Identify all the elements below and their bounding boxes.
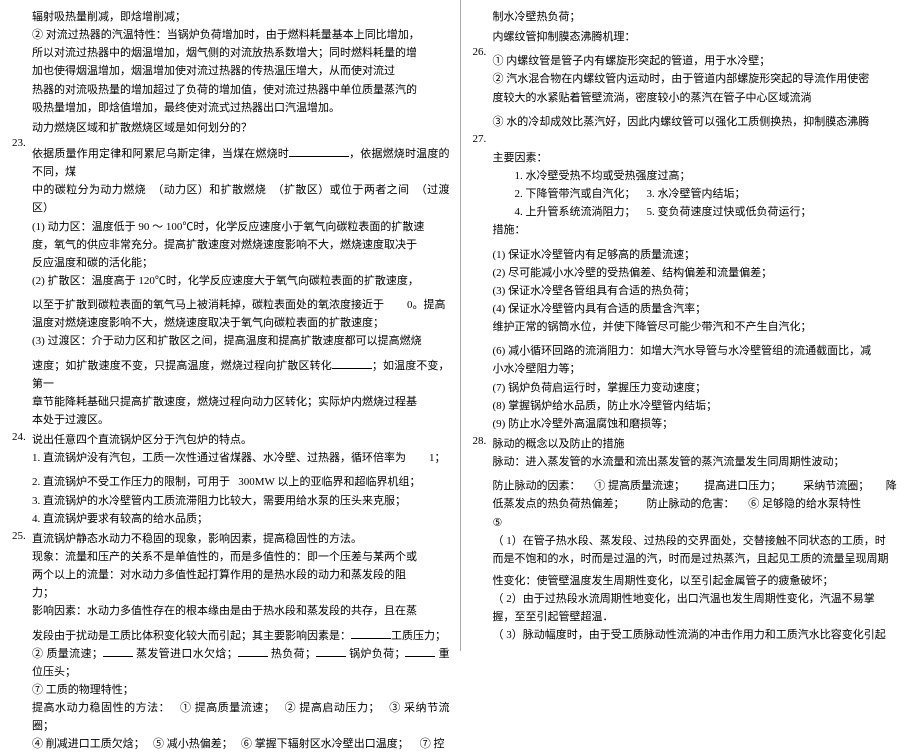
- text-line: 3. 直流锅炉的水冷壁管内工质流滞阻力比较大，需要用给水泵的压头来克服；: [10, 492, 450, 510]
- text-line: 低蒸发点的热负荷热偏差； 防止脉动的危害： ⑥ 足够隐的给水泵特性: [471, 495, 911, 513]
- text-line: ② 质量流速； 蒸发管进口水欠焓； 热负荷； 锅炉负荷； 重位压头；: [10, 645, 450, 681]
- text-line: 力；: [10, 584, 450, 602]
- text-line: 措施：: [471, 221, 911, 239]
- q28-number: 28.: [473, 435, 487, 447]
- text-line: (2) 扩散区：温度高于 120℃时，化学反应速度大于氧气向碳粒表面的扩散速度，: [10, 272, 450, 290]
- text-line: 温度对燃烧速度影响不大，燃烧速度取决于氧气向碳粒表面的扩散速度；: [10, 314, 450, 332]
- text-line: 发段由于扰动是工质比体积变化较大而引起；其主要影响因素是：工质压力；: [10, 627, 450, 645]
- text-line: (8) 掌握锅炉给水品质，防止水冷壁管内结垢；: [471, 397, 911, 415]
- text-line: (9) 防止水冷壁外高温腐蚀和磨损等；: [471, 415, 911, 433]
- text-line: 维护正常的锅筒水位，并使下降管尽可能少带汽和不产生自汽化；: [471, 318, 911, 336]
- text-line: 以至于扩散到碳粒表面的氧气马上被消耗掉，碳粒表面处的氧浓度接近于 0。提高: [10, 296, 450, 314]
- text-line: (7) 锅炉负荷启运行时，掌握压力变动速度；: [471, 379, 911, 397]
- q27-number: 27.: [473, 133, 487, 145]
- text-line: 1. 直流锅炉没有汽包，工质一次性通过省煤器、水冷壁、过热器，循环倍率为 1；: [10, 449, 450, 467]
- q25-number: 25.: [12, 530, 26, 542]
- text-line: ② 汽水混合物在内螺纹管内运动时，由于管道内部螺旋形突起的导流作用使密: [471, 70, 911, 88]
- text-line: 热器的对流吸热量的增加超过了负荷的增加值，使对流过热器中单位质量蒸汽的: [32, 81, 450, 99]
- text-line: 度较大的水紧贴着管壁流淌，密度较小的蒸汽在管子中心区域流淌: [471, 89, 911, 107]
- text-line: （ 2）由于过热段水流周期性地变化，出口汽温也发生周期性变化，汽温不易掌: [471, 590, 911, 608]
- text-line: (1) 保证水冷壁管内有足够高的质量流速；: [471, 246, 911, 264]
- text-line: (1) 动力区：温度低于 90 ～ 100℃时，化学反应速度小于氧气向碳粒表面的…: [10, 218, 450, 236]
- text-line: 中的碳粒分为动力燃烧 （动力区）和扩散燃烧 （扩散区）或位于两者之间 （过渡区）: [10, 181, 450, 217]
- text-line: 依据质量作用定律和阿累尼乌斯定律，当煤在燃烧时，依据燃烧时温度的不同，煤: [10, 145, 450, 181]
- text-line: ③ 水的冷却成效比蒸汽好，因此内螺纹管可以强化工质侧换热，抑制膜态沸腾: [471, 113, 911, 131]
- text-line: 4. 直流锅炉要求有较高的给水品质；: [10, 510, 450, 528]
- text-line: 现象：流量和压产的关系不是单值性的，而是多值性的：即一个压差与某两个或: [10, 548, 450, 566]
- text-line: ⑦ 工质的物理特性；: [10, 681, 450, 699]
- left-column: 辐射吸热量削减，即焓增削减； ② 对流过热器的汽温特性：当锅炉负荷增加时，由于燃…: [0, 0, 461, 651]
- text-line: 加也使得烟温增加，烟温增加使对流过热器的传热温压增大，从而使对流过: [32, 62, 450, 80]
- text-line: 制水冷壁热负荷；: [493, 8, 911, 26]
- q26-title: 内螺纹管抑制膜态沸腾机理：: [471, 28, 911, 46]
- text-line: 提高水动力稳固性的方法： ① 提高质量流速； ② 提高启动压力； ③ 采纳节流圈…: [10, 699, 450, 735]
- text-line: (3) 保证水冷壁各管组具有合适的热负荷；: [471, 282, 911, 300]
- q27-title: 主要因素：: [471, 149, 911, 167]
- text-line: (6) 减小循环回路的流淌阻力：如增大汽水导管与水冷壁管组的流通截面比，减: [471, 342, 911, 360]
- q23-title: 动力燃烧区域和扩散燃烧区域是如何划分的？: [10, 119, 450, 137]
- text-line: 防止脉动的因素： ① 提高质量流速； 提高进口压力； 采纳节流圈； 降: [471, 477, 911, 495]
- text-line: 小水冷壁阻力等；: [471, 360, 911, 378]
- q23-number: 23.: [12, 137, 26, 149]
- text-line: 影响因素：水动力多值性存在的根本缘由是由于热水段和蒸发段的共存，且在蒸: [10, 602, 450, 620]
- q24-number: 24.: [12, 431, 26, 443]
- text-line: 而是不饱和的水，时而是过温的汽，时而是过热蒸汽，且起见工质的流量呈现周期: [471, 550, 911, 568]
- text-line: 吸热量增加，即焓值增加，最终使对流式过热器出口汽温增加。: [32, 99, 450, 117]
- text-line: (2) 尽可能减小水冷壁的受热偏差、结构偏差和流量偏差；: [471, 264, 911, 282]
- text-line: 1. 水冷壁受热不均或受热强度过高；: [471, 167, 911, 185]
- text-line: （ 1）在管子热水段、蒸发段、过热段的交界面处，交替接触不同状态的工质，时: [471, 532, 911, 550]
- text-line: ④ 削减进口工质欠焓； ⑤ 减小热偏差； ⑥ 掌握下辐射区水冷壁出口温度； ⑦ …: [10, 735, 450, 753]
- text-line: 两个以上的流量：对水动力多值性起打算作用的是热水段的动力和蒸发段的阻: [10, 566, 450, 584]
- text-line: 性变化：使管壁温度发生周期性变化，以至引起金属管子的疲惫破坏；: [471, 572, 911, 590]
- text-line: 2. 直流锅炉不受工作压力的限制，可用于 300MW 以上的亚临界和超临界机组；: [10, 473, 450, 491]
- q25-title: 直流锅炉静态水动力不稳固的现象，影响因素，提高稳固性的方法。: [10, 530, 450, 548]
- text-line: (3) 过渡区：介于动力区和扩散区之间，提高温度和提高扩散速度都可以提高燃烧: [10, 332, 450, 350]
- text-line: （ 3）脉动幅度时，由于受工质脉动性流淌的冲击作用力和工质汽水比容变化引起: [471, 626, 911, 644]
- q26-number: 26.: [473, 46, 487, 58]
- text-line: (4) 保证水冷壁管内具有合适的质量含汽率；: [471, 300, 911, 318]
- text-line: 本处于过渡区。: [10, 411, 450, 429]
- text-line: 脉动：进入蒸发管的水流量和流出蒸发管的蒸汽流量发生同周期性波动；: [471, 453, 911, 471]
- text-line: 所以对流过热器中的烟温增加，烟气侧的对流放热系数增大；同时燃料耗量的增: [32, 44, 450, 62]
- text-line: 握，至至引起管壁超温．: [471, 608, 911, 626]
- text-line: 速度；如扩散速度不变，只提高温度，燃烧过程向扩散区转化；如温度不变，第一: [10, 357, 450, 393]
- right-column: 制水冷壁热负荷； 26. 内螺纹管抑制膜态沸腾机理： ① 内螺纹管是管子内有螺旋…: [461, 0, 920, 651]
- text-line: 章节能降耗基础只提高扩散速度，燃烧过程向动力区转化；实际炉内燃烧过程基: [10, 393, 450, 411]
- text-line: 反应温度和碳的活化能；: [10, 254, 450, 272]
- text-line: 4. 上升管系统流淌阻力； 5. 变负荷速度过快或低负荷运行；: [471, 203, 911, 221]
- text-line: ② 对流过热器的汽温特性：当锅炉负荷增加时，由于燃料耗量基本上同比增加，: [32, 26, 450, 44]
- text-line: ① 内螺纹管是管子内有螺旋形突起的管道，用于水冷壁；: [471, 52, 911, 70]
- q28-title: 脉动的概念以及防止的措施: [471, 435, 911, 453]
- circled-5: ⑤: [471, 514, 911, 532]
- text-line: 辐射吸热量削减，即焓增削减；: [32, 8, 450, 26]
- q24-title: 说出任意四个直流锅炉区分于汽包炉的特点。: [10, 431, 450, 449]
- text-line: 2. 下降管带汽或自汽化； 3. 水冷壁管内结垢；: [471, 185, 911, 203]
- text-line: 度，氧气的供应非常充分。提高扩散速度对燃烧速度影响不大，燃烧速度取决于: [10, 236, 450, 254]
